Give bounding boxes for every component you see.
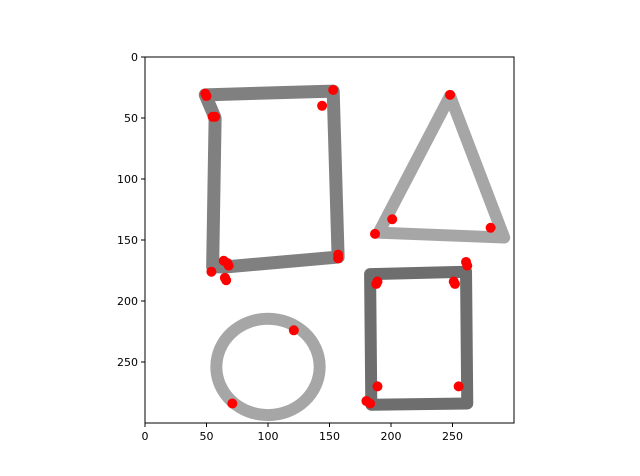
y-tick-label: 250: [117, 356, 138, 369]
y-tick-label: 100: [117, 173, 138, 186]
x-tick-label: 200: [381, 430, 402, 443]
scatter-point: [449, 278, 460, 289]
triangle-shape: [372, 90, 511, 244]
x-tick-label: 0: [142, 430, 149, 443]
scatter-point: [221, 275, 232, 286]
scatter-point: [445, 89, 456, 100]
y-tick-label: 150: [117, 234, 138, 247]
scatter-point: [288, 325, 299, 336]
y-tick-label: 200: [117, 295, 138, 308]
scatter-point: [227, 398, 238, 409]
scatter-point: [201, 91, 212, 102]
x-tick-label: 250: [442, 430, 463, 443]
scatter-point: [387, 214, 398, 225]
left-rectangle-shape: [198, 84, 345, 274]
scatter-point: [485, 222, 496, 233]
scatter-point: [462, 260, 473, 271]
x-tick-label: 100: [258, 430, 279, 443]
scatter-point: [328, 84, 339, 95]
scatter-point: [365, 398, 376, 409]
drawn-shapes-image: [198, 84, 511, 422]
x-tick-label: 150: [319, 430, 340, 443]
scatter-point: [317, 100, 328, 111]
scatter-point: [371, 278, 382, 289]
scatter-point: [223, 260, 234, 271]
axes: 0 50 100 150 200 250 0 50 100 150 200 250: [117, 51, 515, 443]
scatter-point: [333, 253, 344, 264]
scatter-point: [372, 381, 383, 392]
scatter-point: [453, 381, 464, 392]
scatter-point: [210, 111, 221, 122]
circle-shape: [210, 312, 326, 422]
scatter-points: [200, 84, 496, 409]
x-tick-label: 50: [200, 430, 214, 443]
y-tick-label: 0: [131, 51, 138, 64]
y-tick-label: 50: [124, 112, 138, 125]
scatter-point: [370, 228, 381, 239]
right-rectangle-shape: [364, 265, 474, 411]
scatter-point: [206, 266, 217, 277]
